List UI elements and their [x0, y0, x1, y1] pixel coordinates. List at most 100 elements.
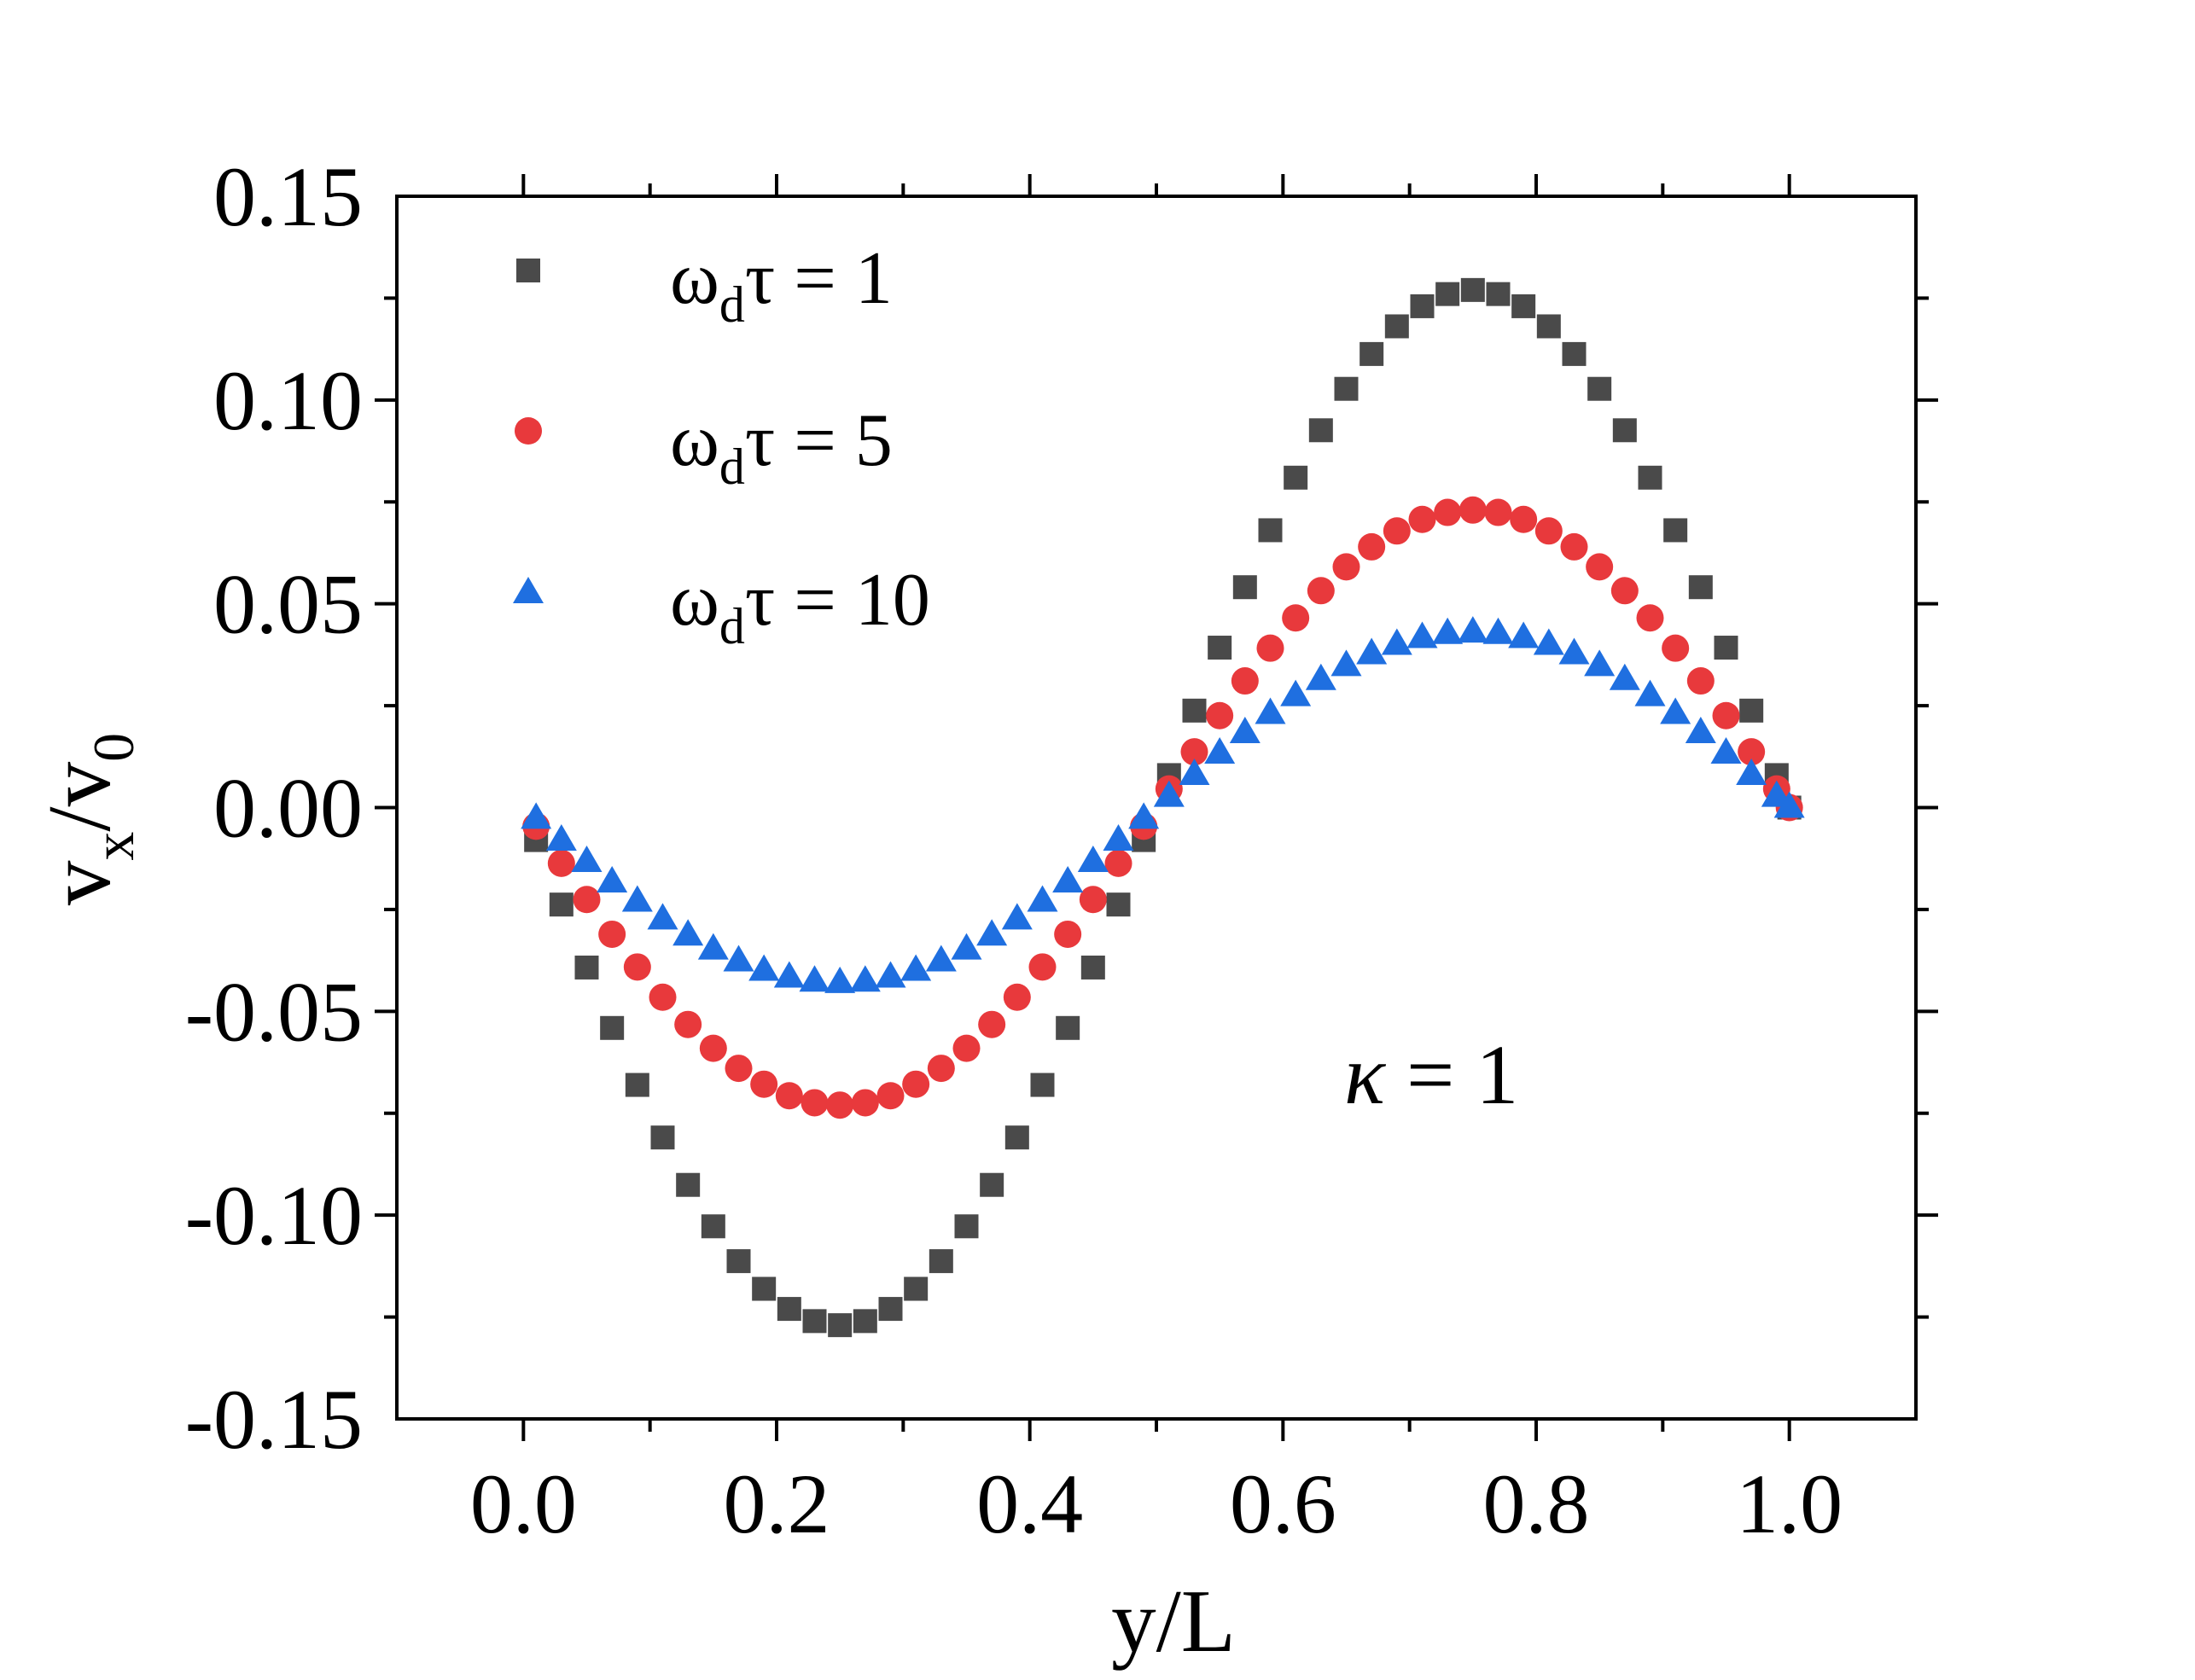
data-point	[951, 933, 982, 960]
data-point	[929, 1249, 953, 1274]
series-1	[524, 277, 1802, 1338]
data-point	[902, 1070, 930, 1098]
x-axis-title: y/L	[1111, 1571, 1236, 1671]
data-point	[1231, 667, 1259, 695]
y-tick-label: 0.05	[213, 557, 363, 652]
data-point	[725, 1055, 753, 1083]
legend-item-2: ωdτ = 5	[515, 399, 893, 495]
data-point	[1004, 1125, 1029, 1150]
data-point	[1714, 636, 1738, 660]
data-point	[1358, 532, 1386, 561]
data-point	[1027, 885, 1058, 912]
data-point	[1710, 737, 1742, 764]
data-point	[980, 1172, 1004, 1197]
data-point	[1179, 759, 1210, 786]
data-point	[1104, 849, 1132, 877]
data-point	[849, 965, 881, 992]
data-point	[1356, 637, 1388, 665]
data-point	[1736, 759, 1767, 786]
legend-label-2: ωdτ = 5	[670, 399, 893, 495]
data-point	[1609, 663, 1640, 690]
data-point	[1536, 314, 1561, 339]
data-point	[925, 945, 957, 972]
data-point	[1381, 628, 1412, 655]
y-tick-label: -0.05	[185, 964, 363, 1059]
data-point	[1383, 517, 1411, 545]
data-point	[574, 955, 599, 980]
data-point	[699, 1034, 727, 1062]
data-point	[649, 983, 677, 1011]
plot-frame	[395, 195, 1918, 1421]
data-point	[676, 1172, 701, 1197]
data-point	[1103, 823, 1134, 851]
x-tick-label: 0.6	[1230, 1456, 1336, 1551]
data-point	[672, 919, 704, 946]
data-point	[521, 802, 552, 829]
data-point	[1406, 621, 1438, 648]
data-point	[876, 1082, 905, 1110]
data-point	[1688, 575, 1713, 600]
data-point	[1030, 1073, 1055, 1097]
data-point	[1685, 717, 1716, 744]
data-point	[900, 954, 932, 981]
data-point	[573, 886, 601, 914]
data-point	[1305, 663, 1336, 690]
data-point	[1208, 636, 1232, 660]
data-point	[1052, 865, 1084, 892]
data-point	[1432, 617, 1464, 644]
data-point	[801, 1089, 829, 1117]
data-point	[1587, 376, 1612, 401]
data-point	[647, 903, 678, 930]
data-point	[1180, 738, 1208, 766]
legend-item-3: ωdτ = 10	[513, 559, 930, 654]
data-point	[1457, 616, 1488, 643]
data-point	[1712, 701, 1740, 730]
data-point	[701, 1214, 725, 1239]
kappa-annotation: κ = 1	[1344, 1027, 1518, 1122]
x-tick-label: 1.0	[1736, 1456, 1843, 1551]
data-point	[1003, 983, 1031, 1011]
data-point	[549, 892, 573, 917]
legend-marker-circle	[515, 417, 542, 445]
data-point	[1255, 697, 1286, 724]
data-point	[723, 945, 754, 972]
data-point	[1558, 637, 1590, 665]
data-point	[1773, 791, 1805, 818]
data-point	[1663, 518, 1688, 543]
data-point	[878, 1297, 903, 1322]
y-tick-label: -0.10	[185, 1168, 363, 1263]
data-point	[1511, 294, 1536, 318]
data-point	[597, 865, 628, 892]
legend-label-3: ωdτ = 10	[670, 559, 930, 654]
data-point	[777, 1297, 801, 1322]
data-point	[571, 845, 603, 872]
data-point	[600, 1015, 625, 1040]
data-point	[621, 885, 653, 912]
data-marks	[521, 277, 1805, 1338]
data-point	[802, 1309, 827, 1334]
data-point	[773, 961, 805, 988]
series-2	[522, 496, 1803, 1119]
data-point	[1360, 341, 1384, 366]
data-point	[1410, 294, 1435, 318]
data-point	[904, 1276, 929, 1301]
data-point	[1204, 737, 1236, 764]
data-point	[1636, 604, 1664, 632]
legend-label-1: ωdτ = 1	[670, 237, 893, 333]
data-point	[1486, 282, 1511, 306]
data-point	[1128, 802, 1160, 829]
data-point	[623, 953, 651, 981]
y-tick-label: 0.10	[213, 353, 363, 448]
data-point	[1638, 465, 1662, 490]
data-point	[978, 1010, 1006, 1038]
data-point	[1435, 282, 1460, 306]
data-point	[545, 823, 577, 851]
data-point	[1308, 418, 1333, 443]
y-tick-label: 0.00	[213, 761, 363, 856]
data-point	[598, 920, 626, 948]
data-point	[1282, 604, 1310, 632]
data-point	[1153, 780, 1185, 807]
legend-marker-square	[516, 259, 540, 282]
data-point	[875, 961, 906, 988]
y-tick-label: 0.15	[213, 149, 363, 244]
